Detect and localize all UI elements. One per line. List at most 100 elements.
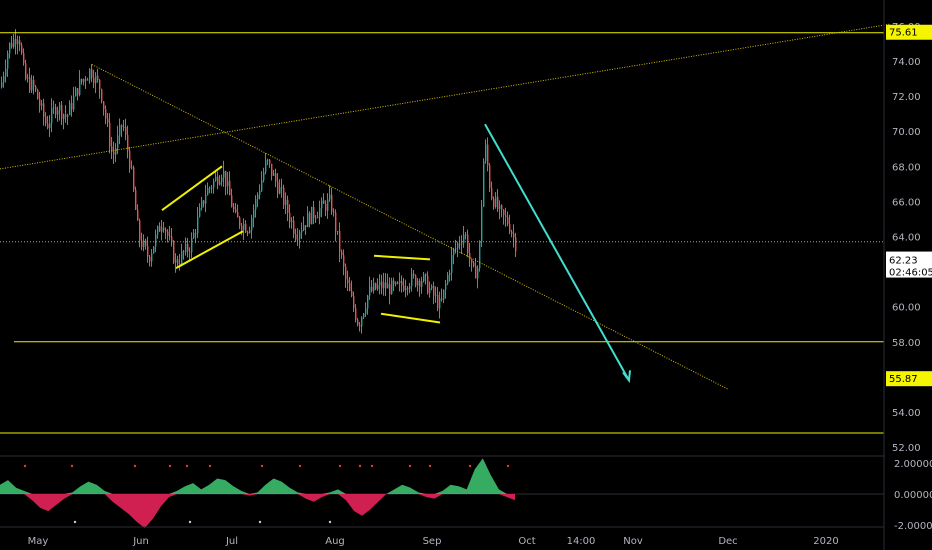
candle-body [337, 231, 339, 233]
candle-body [327, 199, 329, 211]
candle-body [273, 173, 275, 176]
candle-body [207, 188, 209, 196]
candle-body [23, 53, 25, 64]
candle-body [465, 234, 467, 236]
candle-body [235, 209, 237, 212]
rising-trendline[interactable] [0, 23, 891, 170]
price-tick-label: 58.00 [892, 338, 921, 349]
candle-body [509, 223, 511, 232]
candle-body [11, 43, 13, 47]
candle-body [241, 225, 243, 231]
drawings [0, 23, 891, 434]
candle-body [393, 280, 395, 285]
candle-body [153, 246, 155, 254]
flag-lower-line[interactable] [175, 230, 244, 269]
candle-body [507, 216, 509, 224]
range-upper-line[interactable] [373, 254, 431, 261]
candle-body [405, 288, 407, 291]
candle-body [231, 195, 233, 207]
candle-body [175, 259, 177, 263]
candle-body [129, 150, 131, 168]
osc-signal-dot [506, 464, 510, 468]
candle-body [245, 223, 247, 233]
candle-body [515, 237, 517, 252]
candle-body [513, 233, 515, 238]
candle-body [225, 170, 227, 187]
candle-body [65, 114, 67, 117]
candle-body [49, 123, 51, 128]
candle-body [251, 217, 253, 231]
candle-body [501, 205, 503, 210]
price-badge-level: 75.61 [889, 28, 918, 39]
candle-body [213, 180, 215, 188]
osc-signal-dot [260, 464, 264, 468]
osc-signal-dot [298, 464, 302, 468]
candle-body [291, 220, 293, 223]
time-tick-label: Sep [423, 536, 442, 547]
candle-body [187, 243, 189, 252]
projection-arrow-line[interactable] [484, 123, 630, 381]
candle-body [255, 199, 257, 210]
falling-trendline[interactable] [91, 64, 729, 390]
candle-body [451, 255, 453, 273]
candle-body [417, 280, 419, 286]
candle-body [467, 234, 469, 253]
candle-body [349, 283, 351, 291]
candle-body [73, 96, 75, 110]
candle-body [493, 198, 495, 207]
candle-body [383, 282, 385, 289]
candle-body [41, 103, 43, 106]
price-tick-label: 66.00 [892, 197, 921, 208]
candle-body [461, 243, 463, 245]
time-tick-label: Jul [225, 536, 238, 547]
candle-body [119, 125, 121, 136]
time-axis: May Jun Jul Aug Sep Oct 14:00 Nov Dec 2020 [28, 536, 839, 547]
candle-body [71, 103, 73, 110]
candle-body [247, 232, 249, 234]
candle-body [407, 288, 409, 290]
candle-body [411, 273, 413, 287]
price-tick-label: 72.00 [892, 92, 921, 103]
flag-upper-line[interactable] [161, 165, 223, 211]
candle-body [505, 215, 507, 217]
candle-body [427, 275, 429, 294]
candle-body [439, 298, 441, 309]
candle-body [435, 294, 437, 296]
candle-body [47, 123, 49, 128]
osc-signal-dot [328, 520, 332, 524]
candle-body [421, 281, 423, 287]
candle-body [379, 281, 381, 286]
osc-signal-dot [73, 520, 77, 524]
candle-body [277, 181, 279, 194]
price-tick-label: 54.00 [892, 408, 921, 419]
candle-body [431, 286, 433, 289]
candle-body [99, 79, 101, 90]
candle-body [201, 200, 203, 208]
candlesticks [1, 29, 517, 334]
candle-body [1, 82, 3, 88]
candle-body [111, 146, 113, 152]
candle-body [495, 196, 497, 207]
candle-body [329, 194, 331, 200]
candle-body [271, 163, 273, 176]
candle-body [229, 180, 231, 196]
candle-body [131, 167, 133, 169]
candle-body [307, 213, 309, 228]
candle-body [319, 208, 321, 217]
candle-body [369, 286, 371, 296]
candle-body [9, 43, 11, 54]
candle-body [499, 205, 501, 209]
range-lower-line[interactable] [380, 312, 441, 324]
candle-body [445, 283, 447, 290]
osc-signal-dot [70, 464, 74, 468]
candle-body [267, 159, 269, 161]
oscillator-pane[interactable]: 2.000000 0.000000 -2.000000 [0, 458, 932, 532]
candle-body [333, 211, 335, 213]
candle-body [223, 170, 225, 178]
projection-arrow-head[interactable] [622, 370, 631, 384]
candle-body [27, 77, 29, 79]
candle-body [443, 289, 445, 300]
price-pane[interactable]: 74.0072.0070.0068.0066.0064.0062.0060.00… [0, 22, 932, 454]
candle-body [453, 249, 455, 256]
